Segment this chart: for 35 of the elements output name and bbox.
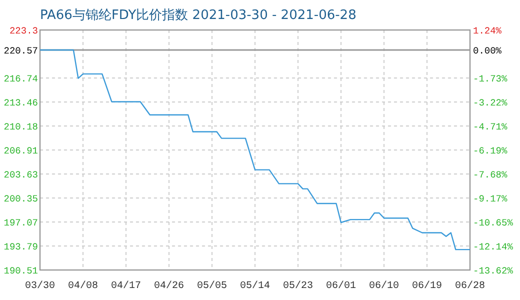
y2-tick-label: -13.62% (473, 265, 514, 276)
y2-tick-label: -7.68% (473, 169, 508, 180)
y2-tick-label: 0.00% (473, 45, 502, 56)
y-tick-label: 203.63 (4, 169, 38, 180)
y-tick-label: 200.35 (4, 193, 38, 204)
y-tick-label: 216.74 (4, 73, 38, 84)
y2-tick-label: -10.65% (473, 217, 514, 228)
x-tick-label: 05/05 (196, 280, 228, 292)
y-tick-label: 210.18 (4, 121, 38, 132)
y2-tick-label: -1.73% (473, 73, 508, 84)
x-tick-label: 04/17 (110, 280, 142, 292)
y-tick-label: 190.51 (4, 265, 38, 276)
x-tick-label: 04/08 (68, 280, 98, 292)
x-tick-label: 06/10 (368, 280, 400, 292)
y-tick-label: 197.07 (4, 217, 38, 228)
y2-tick-label: 1.24% (473, 25, 502, 36)
y2-tick-label: -12.14% (473, 241, 514, 252)
y2-tick-label: -4.71% (473, 121, 508, 132)
y2-tick-label: -3.22% (473, 97, 508, 108)
chart-title: PA66与锦纶FDY比价指数 2021-03-30 - 2021-06-28 (40, 8, 356, 23)
x-tick-label: 06/28 (454, 280, 486, 292)
x-tick-label: 04/26 (154, 280, 184, 292)
y-tick-label: 220.57 (4, 45, 38, 56)
x-tick-label: 03/30 (24, 280, 56, 292)
y-tick-label: 206.91 (4, 145, 38, 156)
y-tick-label: 213.46 (4, 97, 38, 108)
line-series (39, 49, 471, 250)
y-tick-label: 193.79 (4, 241, 38, 252)
x-tick-label: 06/19 (412, 280, 442, 292)
y2-tick-label: -6.19% (473, 145, 508, 156)
x-tick-label: 06/01 (326, 280, 356, 292)
x-tick-label: 05/23 (282, 280, 314, 292)
y2-tick-label: -9.17% (473, 193, 508, 204)
x-tick-label: 05/14 (240, 280, 270, 292)
y-tick-label: 223.3 (9, 25, 38, 36)
